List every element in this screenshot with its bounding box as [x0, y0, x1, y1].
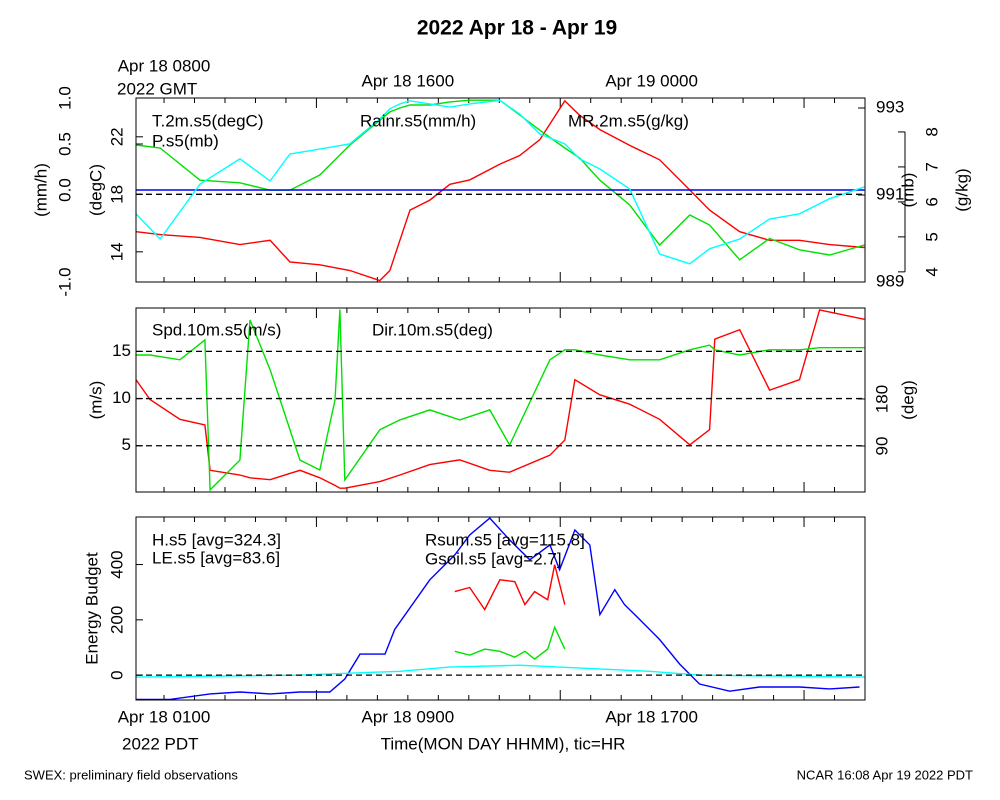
plot-area — [136, 99, 865, 282]
top-time-label: Apr 19 0000 — [605, 71, 698, 90]
legend-label: LE.s5 [avg=83.6] — [152, 548, 280, 567]
y-tick-label: 90 — [872, 437, 891, 456]
bottom-time-label: Apr 18 0900 — [362, 707, 455, 726]
series-line — [136, 309, 865, 492]
chart-title: 2022 Apr 18 - Apr 19 — [417, 17, 617, 40]
footer-right: NCAR 16:08 Apr 19 2022 PDT — [797, 767, 973, 782]
panel-frame — [135, 97, 866, 283]
legend-label: Rsum.s5 [avg=115.8] — [425, 530, 585, 549]
y-tick-label: 0.5 — [55, 132, 74, 156]
series-line — [136, 517, 860, 700]
bottom-zone: 2022 PDT — [122, 734, 199, 753]
y-tick-label: 991 — [876, 184, 904, 203]
y-tick-label: 180 — [872, 385, 891, 413]
top-zone: 2022 GMT — [117, 79, 197, 98]
plot-area — [136, 309, 865, 492]
y-tick-label: 1.0 — [55, 86, 74, 110]
legend-label: Gsoil.s5 [avg=2.7] — [425, 549, 562, 568]
bottom-time-label: Apr 18 1700 — [605, 707, 698, 726]
y-tick-label: 14 — [107, 242, 126, 261]
y-axis-label: (m/s) — [86, 381, 105, 420]
y-tick-label: 5 — [122, 435, 131, 454]
y-tick-label: 993 — [876, 97, 904, 116]
legend-label: Dir.10m.s5(deg) — [372, 320, 493, 339]
plot-area — [136, 517, 865, 700]
panel-frame — [135, 307, 866, 493]
y-tick-label: 989 — [876, 271, 904, 290]
y-tick-label: 18 — [107, 185, 126, 204]
y-axis-label: (g/kg) — [952, 168, 971, 211]
series-line — [454, 625, 566, 660]
legend-label: P.s5(mb) — [152, 131, 219, 150]
y-axis-label: Energy Budget — [82, 552, 101, 665]
legend-label: T.2m.s5(degC) — [152, 111, 263, 130]
y-tick-label: 10 — [112, 388, 131, 407]
series-line — [136, 664, 865, 678]
y-tick-label: 6 — [922, 197, 941, 206]
panel-frame — [135, 516, 866, 701]
y-tick-label: 8 — [922, 127, 941, 136]
y-tick-label: -1.0 — [55, 267, 74, 296]
x-axis-label: Time(MON DAY HHMM), tic=HR — [381, 734, 626, 753]
series-line — [136, 99, 865, 282]
y-axis-label: (mm/h) — [31, 163, 50, 217]
bottom-time-label: Apr 18 0100 — [118, 707, 211, 726]
legend-label: H.s5 [avg=324.3] — [152, 530, 281, 549]
y-tick-label: 200 — [107, 606, 126, 634]
y-tick-label: 22 — [107, 127, 126, 146]
top-time-label: Apr 18 0800 — [118, 56, 211, 75]
top-time-label: Apr 18 1600 — [362, 71, 455, 90]
y-tick-label: 400 — [107, 550, 126, 578]
legend-label: Rainr.s5(mm/h) — [360, 111, 476, 130]
series-line — [136, 99, 865, 265]
series-line — [136, 309, 865, 489]
y-axis-label: (mb) — [898, 173, 917, 208]
footer-left: SWEX: preliminary field observations — [24, 767, 238, 782]
y-tick-label: 5 — [922, 232, 941, 241]
series-line — [454, 564, 566, 611]
y-tick-label: 15 — [112, 341, 131, 360]
y-axis-label: (deg) — [898, 380, 917, 420]
legend-label: Spd.10m.s5(m/s) — [152, 320, 281, 339]
y-tick-label: 0.0 — [55, 178, 74, 202]
legend-label: MR.2m.s5(g/kg) — [568, 111, 689, 130]
y-tick-label: 4 — [922, 267, 941, 276]
y-axis-label: (degC) — [86, 164, 105, 216]
y-tick-label: 0 — [107, 670, 126, 679]
y-tick-label: 7 — [922, 162, 941, 171]
